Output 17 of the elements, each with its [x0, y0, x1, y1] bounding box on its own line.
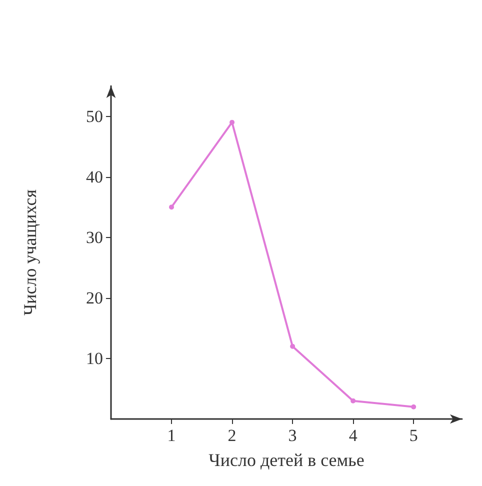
x-tick-label: 2 [228, 426, 236, 445]
x-tick-label: 4 [348, 426, 358, 445]
x-tick-label: 1 [167, 426, 176, 445]
y-tick-label: 30 [86, 228, 103, 247]
point [411, 404, 416, 410]
y-tick-label: 40 [86, 167, 103, 186]
point [169, 204, 174, 210]
y-tick-label: 50 [86, 106, 103, 126]
y-axis-title: Число учащихся [20, 189, 40, 316]
point [290, 344, 296, 349]
point [350, 398, 356, 404]
point [230, 120, 235, 125]
x-tick-label: 3 [288, 426, 297, 445]
y-tick-label: 20 [86, 288, 103, 308]
x-tick-label: 5 [409, 426, 418, 445]
y-tick-label: 10 [86, 348, 103, 368]
x-axis-title: Число детей в семье [208, 450, 364, 470]
